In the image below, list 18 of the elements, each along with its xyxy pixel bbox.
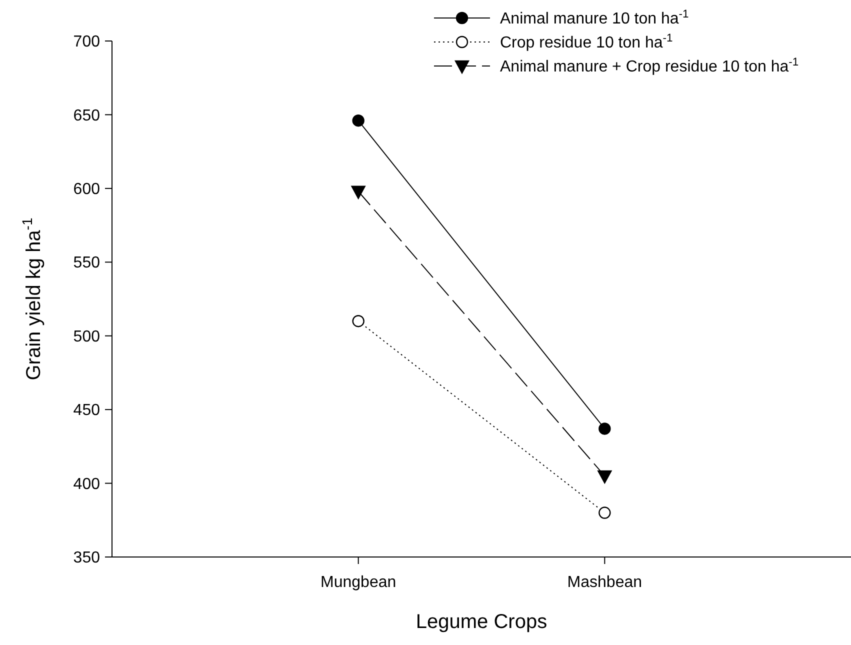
point: [598, 506, 611, 519]
legend-label: Animal manure + Crop residue 10 ton ha$^{-1}$: [500, 56, 799, 76]
y-tick-label: 700: [73, 34, 100, 51]
y-tick-label: 450: [73, 402, 100, 420]
legend-label: Animal manure 10 ton ha$^{-1}$: [500, 8, 689, 28]
y-tick-label: 650: [73, 107, 100, 124]
legend-label: Crop residue 10 ton ha$^{-1}$: [500, 32, 673, 52]
y-tick-label: 550: [73, 254, 100, 272]
y-tick-label: 500: [73, 328, 100, 346]
point: [598, 422, 611, 435]
point: [352, 114, 364, 127]
x-axis-title: Legume Crops: [416, 611, 548, 633]
x-tick-label: Mungbean: [320, 574, 396, 591]
x-tick-label: Mashbean: [567, 574, 642, 591]
y-tick-label: 350: [73, 550, 100, 567]
point: [352, 315, 364, 328]
y-tick-label: 400: [73, 476, 100, 493]
y-tick-label: 600: [73, 181, 100, 198]
